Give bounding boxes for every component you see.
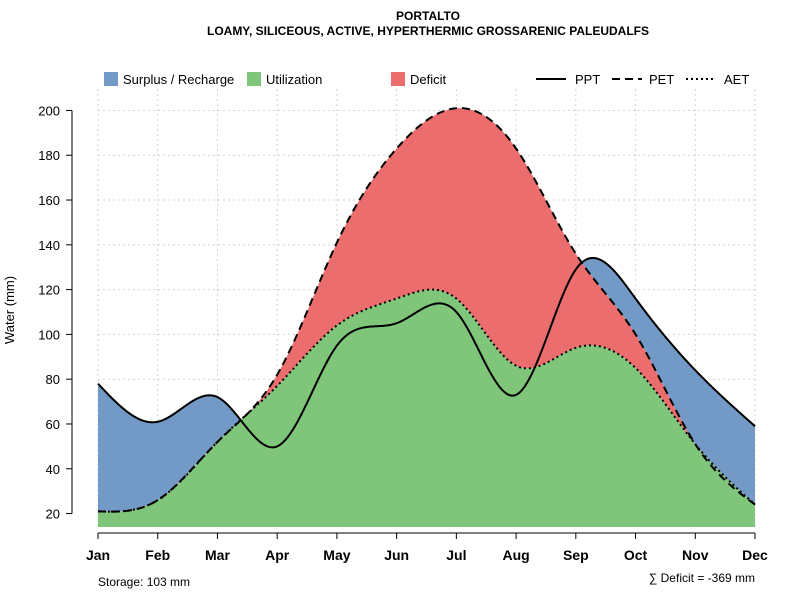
chart-title: PORTALTO bbox=[396, 9, 460, 23]
x-tick-label: Mar bbox=[205, 547, 230, 563]
legend-label-deficit: Deficit bbox=[410, 72, 447, 87]
x-tick-label: Sep bbox=[563, 547, 589, 563]
y-tick-label: 140 bbox=[38, 238, 60, 253]
legend-label-utilization: Utilization bbox=[266, 72, 322, 87]
series-lines bbox=[97, 107, 756, 513]
legend-swatch-deficit bbox=[391, 72, 405, 86]
y-axis-label: Water (mm) bbox=[2, 276, 17, 344]
y-tick-label: 80 bbox=[46, 372, 60, 387]
surplus-area bbox=[98, 108, 755, 512]
y-tick-label: 40 bbox=[46, 462, 60, 477]
x-tick-label: Oct bbox=[624, 547, 648, 563]
y-tick-label: 200 bbox=[38, 103, 60, 118]
legend-label-surplus: Surplus / Recharge bbox=[123, 72, 234, 87]
x-tick-label: Jun bbox=[384, 547, 409, 563]
chart-subtitle: LOAMY, SILICEOUS, ACTIVE, HYPERTHERMIC G… bbox=[207, 24, 649, 38]
x-tick-label: Jul bbox=[446, 547, 466, 563]
x-tick-label: Feb bbox=[145, 547, 170, 563]
x-tick-label: May bbox=[323, 547, 350, 563]
x-tick-label: Nov bbox=[682, 547, 709, 563]
legend-label-pet: PET bbox=[649, 72, 674, 87]
legend-label-aet: AET bbox=[724, 72, 749, 87]
x-tick-label: Aug bbox=[502, 547, 529, 563]
y-tick-label: 120 bbox=[38, 283, 60, 298]
legend-swatch-utilization bbox=[247, 72, 261, 86]
legend-swatch-surplus bbox=[104, 72, 118, 86]
storage-annotation: Storage: 103 mm bbox=[98, 575, 190, 589]
utilization-area bbox=[98, 289, 755, 527]
y-tick-label: 160 bbox=[38, 193, 60, 208]
deficit-sum-annotation: ∑ Deficit = -369 mm bbox=[649, 571, 755, 585]
area-fills bbox=[98, 108, 755, 527]
series-line-ppt bbox=[97, 256, 756, 449]
legend-label-ppt: PPT bbox=[575, 72, 600, 87]
x-tick-label: Jan bbox=[86, 547, 110, 563]
axes: 20 40 60 80 100 120 140 160 180 200 Jan Feb Mar Apr Ma… bbox=[38, 103, 768, 563]
y-tick-label: 180 bbox=[38, 148, 60, 163]
series-line-aet bbox=[97, 288, 756, 513]
y-tick-label: 60 bbox=[46, 417, 60, 432]
x-tick-label: Apr bbox=[265, 547, 290, 563]
legend: Surplus / Recharge Utilization Deficit P… bbox=[104, 72, 749, 87]
y-tick-label: 100 bbox=[38, 327, 60, 342]
x-tick-label: Dec bbox=[742, 547, 768, 563]
y-tick-label: 20 bbox=[46, 507, 60, 522]
deficit-area bbox=[98, 108, 755, 512]
